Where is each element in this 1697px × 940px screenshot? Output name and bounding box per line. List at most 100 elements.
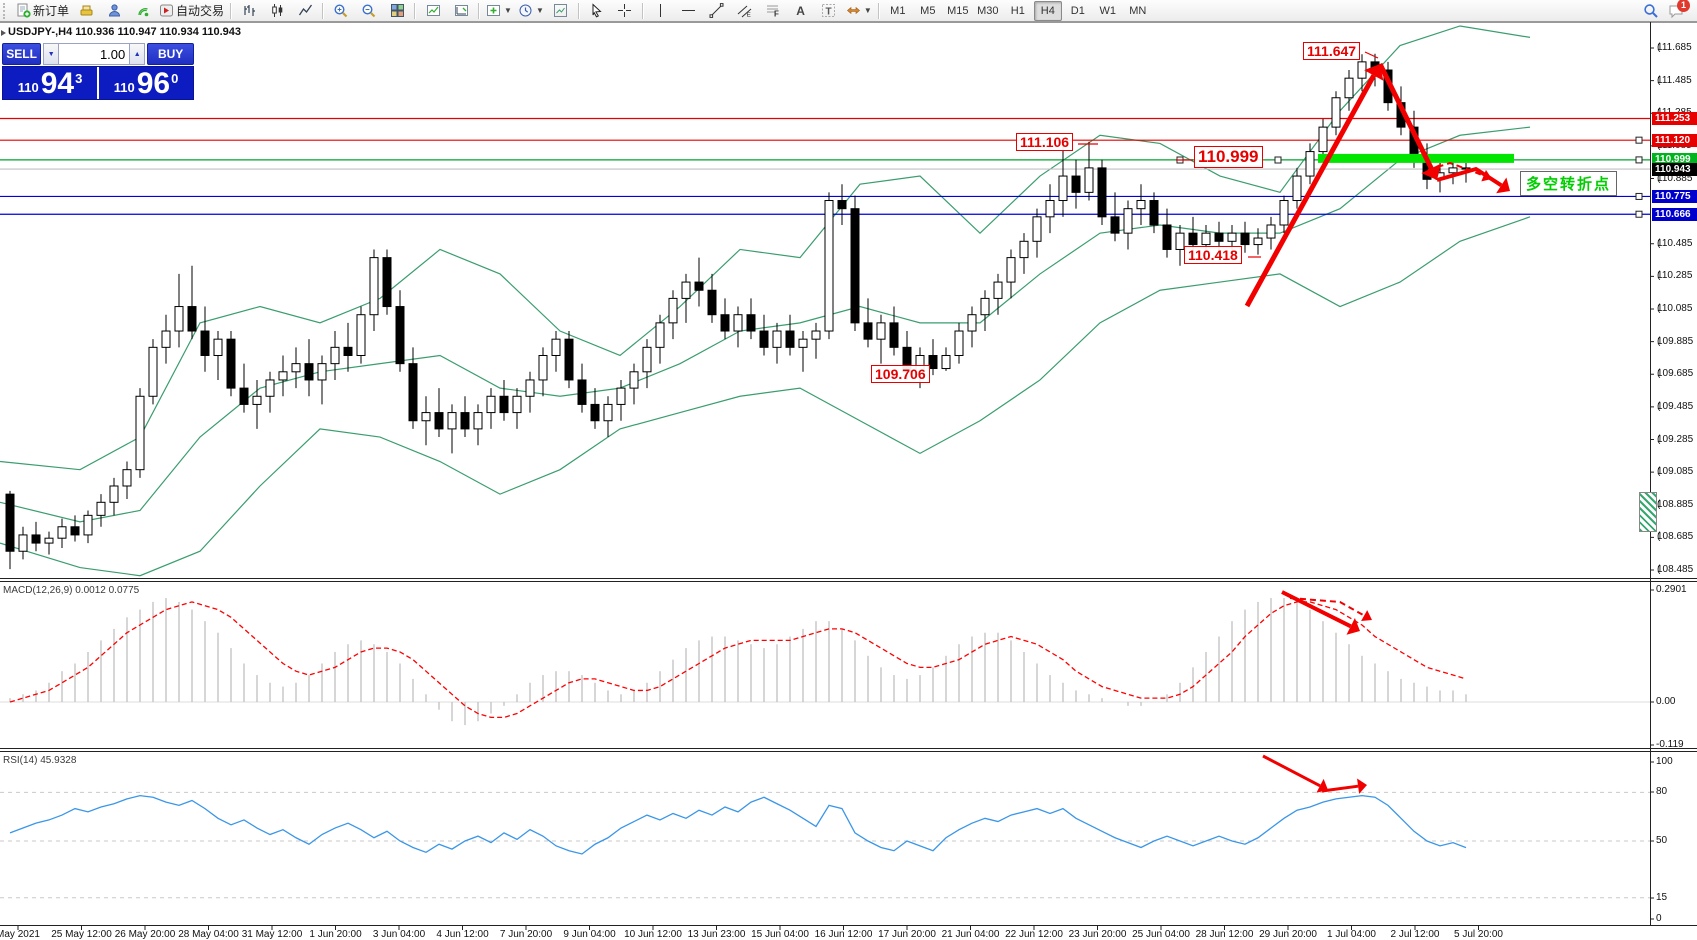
chart-style-icon[interactable]: [72, 0, 100, 22]
template-icon[interactable]: [547, 0, 575, 22]
buy-price[interactable]: 110 96 0: [113, 67, 179, 100]
candle-body: [590, 403, 600, 422]
volume-decrease-button[interactable]: ▼: [43, 43, 60, 65]
trend-arrow[interactable]: [1244, 64, 1384, 308]
timeframe-M30[interactable]: M30: [977, 4, 999, 17]
trend-arrow[interactable]: [1436, 167, 1510, 194]
auto-scroll-icon[interactable]: [419, 0, 447, 22]
add-indicator-button[interactable]: ▼: [483, 0, 515, 22]
panel-separator[interactable]: [0, 748, 1697, 749]
zoom-out-icon-glyph: [361, 3, 377, 19]
candle-body: [512, 395, 522, 414]
support-highlight-band[interactable]: [1318, 153, 1514, 163]
crosshair-icon[interactable]: [611, 0, 639, 22]
trend-arrow-shaft[interactable]: [1262, 754, 1321, 788]
period-clock-button[interactable]: ▼: [515, 0, 547, 22]
line-chart-icon[interactable]: [291, 0, 319, 22]
timeframe-D1[interactable]: D1: [1070, 4, 1085, 17]
search-icon[interactable]: [1637, 0, 1665, 22]
market-profile-icon[interactable]: [100, 0, 128, 22]
annotation-price-label[interactable]: 111.106: [1016, 133, 1074, 151]
annotation-price-label[interactable]: 110.418: [1184, 246, 1242, 264]
object-handle[interactable]: [1635, 136, 1643, 144]
main-toolbar: 新订单 自动交易 ▼ ▼ E F A T ▼ M1 M5 M15 M30 H1 H4 D1 W1 MN 1: [0, 0, 1697, 22]
candle-body: [603, 403, 613, 422]
candle-body: [57, 526, 67, 539]
candle-body: [291, 363, 301, 373]
trend-arrow-shaft[interactable]: [1289, 597, 1365, 617]
signals-icon[interactable]: [128, 0, 156, 22]
timeframe-H1[interactable]: H1: [1010, 4, 1025, 17]
candle-body: [83, 514, 93, 536]
object-handle[interactable]: [1635, 210, 1643, 218]
candle-body: [1201, 232, 1211, 246]
candle-body: [1019, 240, 1029, 259]
trend-arrow[interactable]: [1262, 754, 1328, 793]
text-label-icon-glyph: T: [821, 3, 836, 18]
vertical-line-icon[interactable]: [647, 0, 675, 22]
add-indicator-icon: [486, 3, 501, 18]
candle-body: [18, 534, 28, 552]
sell-button[interactable]: SELL: [2, 43, 42, 65]
candle-body: [265, 379, 275, 397]
zoom-in-icon[interactable]: [327, 0, 355, 22]
buy-button[interactable]: BUY: [147, 43, 194, 65]
tile-windows-icon[interactable]: [383, 0, 411, 22]
turning-point-note[interactable]: 多空转折点: [1520, 171, 1618, 196]
sell-price[interactable]: 110 94 3: [3, 67, 99, 99]
toolbar-drag-handle[interactable]: [3, 2, 10, 19]
panel-separator[interactable]: [0, 751, 1697, 752]
volume-increase-button[interactable]: ▲: [129, 43, 146, 65]
equidistant-channel-icon[interactable]: E: [731, 0, 759, 22]
horizontal-line-icon[interactable]: [675, 0, 703, 22]
zoom-out-icon[interactable]: [355, 0, 383, 22]
panel-separator[interactable]: [0, 578, 1697, 579]
chat-icon[interactable]: 1: [1665, 0, 1697, 22]
timeframe-M1[interactable]: M1: [890, 4, 906, 17]
object-handle[interactable]: [1635, 156, 1643, 164]
new-order-button[interactable]: 新订单: [13, 0, 72, 22]
auto-trading-button[interactable]: 自动交易: [156, 0, 227, 22]
arrows-shapes-icon[interactable]: ▼: [843, 0, 875, 22]
text-icon[interactable]: A: [787, 0, 815, 22]
volume-input[interactable]: [59, 43, 130, 65]
trend-arrow[interactable]: [1289, 597, 1372, 621]
candle-body: [1253, 237, 1263, 246]
candle-body: [577, 379, 587, 405]
annotation-price-label[interactable]: 110.999: [1194, 146, 1263, 168]
candle-body: [694, 281, 704, 291]
candle-body: [980, 297, 990, 316]
trend-arrow-shaft[interactable]: [1436, 167, 1503, 188]
trend-arrow[interactable]: [1377, 62, 1442, 180]
timeframe-M5[interactable]: M5: [920, 4, 936, 17]
bar-chart-icon[interactable]: [235, 0, 263, 22]
candle-body: [720, 314, 730, 332]
object-handle[interactable]: [1635, 192, 1643, 200]
timeframe-MN[interactable]: MN: [1129, 4, 1147, 17]
candle-body: [1032, 216, 1042, 242]
annotation-price-label[interactable]: 109.706: [871, 365, 930, 383]
trend-arrow-shaft[interactable]: [1427, 162, 1485, 177]
trend-arrow[interactable]: [1427, 162, 1492, 182]
timeframe-W1[interactable]: W1: [1099, 4, 1117, 17]
text-label-icon[interactable]: T: [815, 0, 843, 22]
candlestick-chart-icon[interactable]: [263, 0, 291, 22]
trend-arrow-shaft[interactable]: [1377, 62, 1434, 170]
trendline-icon[interactable]: [703, 0, 731, 22]
fibonacci-icon[interactable]: F: [759, 0, 787, 22]
cursor-icon[interactable]: [583, 0, 611, 22]
annotation-price-label[interactable]: 111.647: [1303, 42, 1361, 60]
object-handle[interactable]: [1274, 156, 1282, 164]
trend-arrow-shaft[interactable]: [1244, 74, 1376, 308]
timeframe-M15[interactable]: M15: [947, 4, 969, 17]
candle-body: [1162, 224, 1172, 250]
timeframe-H4[interactable]: H4: [1033, 0, 1062, 21]
panel-separator[interactable]: [0, 581, 1697, 582]
trend-arrow-shaft[interactable]: [1281, 590, 1352, 629]
trend-arrow[interactable]: [1321, 778, 1367, 794]
trend-arrow-shaft[interactable]: [1321, 784, 1359, 793]
macd-signal-line: [9, 601, 1467, 719]
chart-shift-icon[interactable]: [447, 0, 475, 22]
